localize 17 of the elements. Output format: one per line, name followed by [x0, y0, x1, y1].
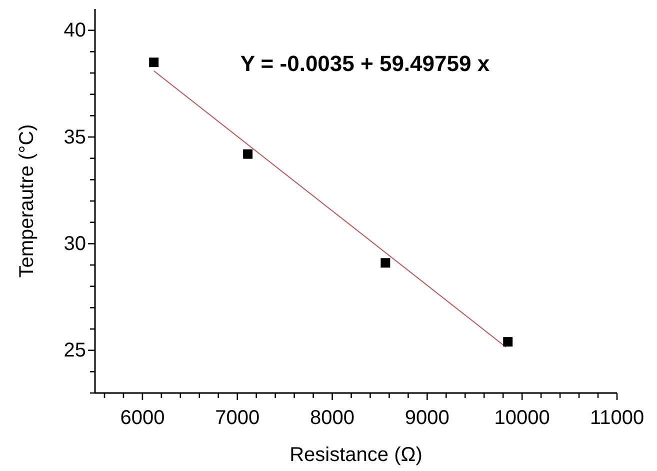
y-axis-title: Temperautre (°C) — [16, 124, 38, 278]
x-tick-label: 10000 — [494, 407, 550, 429]
point — [503, 337, 513, 347]
y-tick-label: 40 — [64, 20, 86, 42]
x-axis-title: Resistance (Ω) — [290, 444, 422, 466]
annotation: Y = -0.0035 + 59.49759 x — [240, 51, 490, 76]
y-tick-label: 30 — [64, 233, 86, 256]
x-tick-label: 8000 — [310, 407, 355, 429]
y-tick-label: 35 — [64, 126, 86, 148]
x-tick-label: 7000 — [215, 407, 260, 429]
y-tick-label: 25 — [64, 340, 86, 362]
point — [243, 149, 253, 159]
point — [380, 258, 390, 268]
x-tick-label: 6000 — [120, 407, 165, 429]
point — [149, 58, 159, 68]
x-tick-label: 11000 — [590, 407, 644, 429]
x-tick-label: 9000 — [404, 407, 450, 429]
